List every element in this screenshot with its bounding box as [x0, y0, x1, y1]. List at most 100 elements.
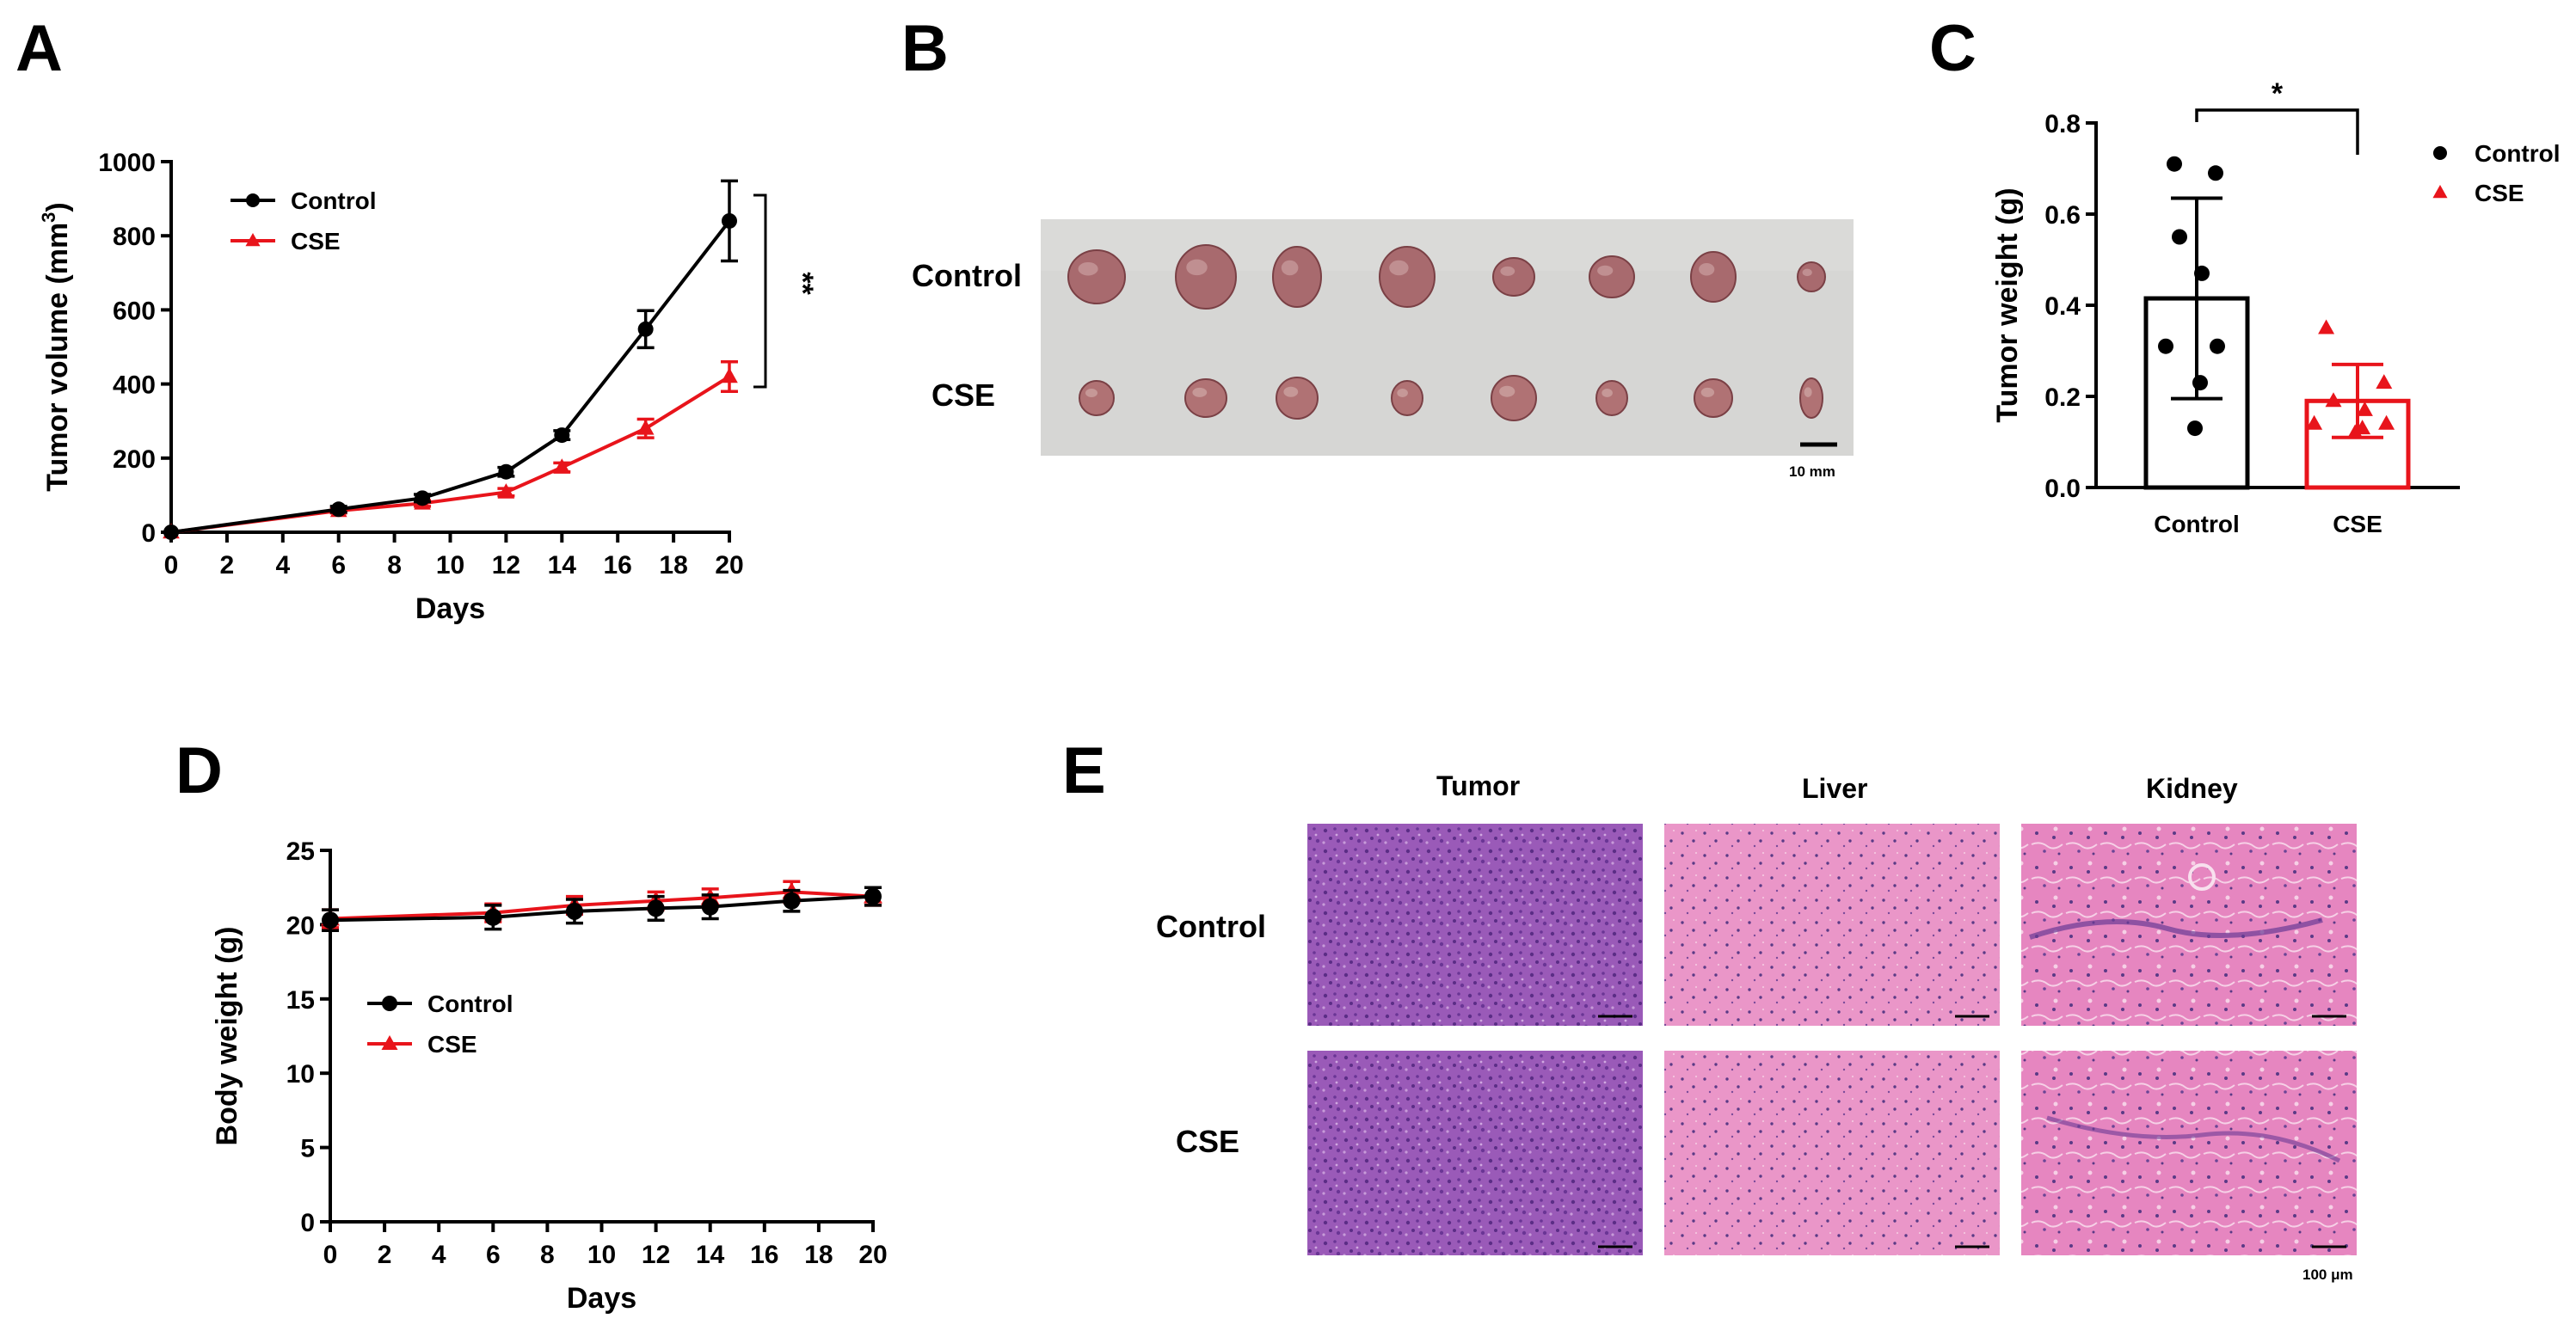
y-axis-title-end: ) [41, 202, 74, 212]
x-tick-label: 2 [378, 1241, 392, 1269]
x-tick-label: 18 [659, 551, 687, 580]
data-point [2194, 265, 2210, 281]
photo-row-label-control: Control [912, 258, 1022, 293]
tumor-specimen [1175, 244, 1237, 310]
x-tick-label: 16 [604, 551, 632, 580]
tumor-specimen-highlight [1192, 387, 1208, 397]
data-point [721, 367, 738, 383]
data-point [2306, 414, 2323, 430]
histology-row-label-control: Control [1156, 909, 1266, 944]
data-point [498, 463, 514, 480]
tumor-specimen [1272, 246, 1322, 308]
legend-marker [246, 193, 260, 207]
tumor-specimen-highlight [1283, 386, 1299, 397]
x-axis-title: Days [567, 1282, 636, 1315]
tumor-specimen [1079, 380, 1115, 416]
data-point [2318, 319, 2335, 334]
x-tick-label: 16 [750, 1241, 778, 1269]
legend-marker [2433, 146, 2447, 160]
x-category-label: CSE [2333, 511, 2382, 537]
data-point [163, 524, 179, 540]
histology-scale-bar-label: 100 μm [2302, 1267, 2353, 1283]
tumor-specimen [1797, 261, 1826, 292]
x-tick-label: 10 [436, 551, 464, 580]
x-tick-label: 12 [492, 551, 520, 580]
x-tick-label: 4 [432, 1241, 446, 1269]
tumor-specimen [1391, 380, 1423, 416]
tumor-specimen-highlight [1597, 265, 1614, 276]
significance-label: ** [786, 272, 819, 295]
tumor-specimen-highlight [1699, 263, 1715, 276]
legend-label: CSE [291, 228, 341, 255]
histology-col-label-liver: Liver [1802, 773, 1867, 804]
x-tick-label: 20 [715, 551, 743, 580]
data-point [484, 908, 502, 926]
tumor-specimen-highlight [1186, 259, 1208, 276]
photo-scale-bar-label: 10 mm [1789, 463, 1835, 480]
data-point [322, 911, 339, 929]
y-tick-label: 0.8 [2044, 110, 2081, 138]
data-point [722, 212, 737, 229]
y-axis-title-main: Tumor volume (mm [41, 223, 74, 492]
legend-marker [382, 996, 397, 1011]
tumor-specimen [1690, 251, 1737, 303]
x-tick-label: 18 [804, 1241, 833, 1269]
histology-liver-control [1664, 824, 2000, 1026]
data-point [637, 321, 654, 337]
tumor-specimen [1694, 378, 1733, 418]
data-point [783, 892, 801, 910]
data-point [554, 427, 570, 444]
x-tick-label: 10 [587, 1241, 616, 1269]
x-tick-label: 14 [548, 551, 577, 580]
panel-letter-c: C [1929, 12, 1977, 85]
data-point [2208, 165, 2223, 181]
y-tick-label: 200 [113, 445, 156, 474]
y-tick-label: 0 [300, 1209, 315, 1237]
data-point [2172, 229, 2187, 245]
tumor-specimen-highlight [1078, 261, 1098, 276]
legend-label: CSE [427, 1031, 477, 1058]
histology-col-label-tumor: Tumor [1436, 770, 1520, 801]
x-tick-label: 4 [275, 551, 290, 580]
y-tick-label: 20 [286, 911, 315, 940]
x-category-label: Control [2154, 511, 2240, 537]
x-axis-title: Days [415, 592, 485, 625]
y-tick-label: 0.6 [2044, 201, 2081, 230]
series-line-control [170, 219, 731, 534]
panel-letter-a: A [15, 12, 63, 85]
tumor-specimen-highlight [1700, 387, 1715, 397]
y-tick-label: 800 [113, 223, 156, 251]
y-tick-label: 0.0 [2044, 475, 2081, 503]
legend-label: Control [291, 187, 377, 214]
tumor-row-control [1067, 244, 1826, 310]
tumor-row-cse [1079, 375, 1823, 421]
x-tick-label: 8 [540, 1241, 555, 1269]
panel-letter-d: D [175, 734, 223, 807]
y-axis-title: Tumor volume (mm3) [38, 202, 74, 492]
tumor-specimen [1589, 255, 1635, 298]
data-point [565, 902, 583, 920]
legend-marker [245, 233, 261, 247]
chart-a-tumor-volume: 0 200 400 600 800 1000 0 2 4 6 8 10 12 14 16 18 20 Days Tu… [38, 149, 819, 625]
significance-label: * [2272, 77, 2284, 110]
tumor-specimen-highlight [1499, 385, 1515, 397]
histology-liver-cse [1664, 1051, 2000, 1255]
data-point [636, 419, 655, 435]
panel-b-tumor-photo: Control CSE 10 mm [912, 219, 1854, 480]
y-tick-label: 600 [113, 297, 156, 325]
panel-letter-e: E [1062, 734, 1106, 807]
data-point [2325, 392, 2342, 408]
y-tick-label: 5 [300, 1135, 315, 1163]
y-tick-label: 0.4 [2044, 292, 2081, 321]
data-point [701, 898, 719, 916]
x-tick-label: 14 [696, 1241, 725, 1269]
legend-marker [2432, 185, 2448, 199]
tumor-specimen [1184, 378, 1227, 418]
panel-letter-b: B [901, 12, 949, 85]
data-point [2378, 414, 2395, 430]
tumor-specimen [1067, 249, 1126, 304]
histology-col-label-kidney: Kidney [2146, 773, 2238, 804]
histology-kidney-cse [2021, 1051, 2357, 1255]
legend-label: Control [2475, 140, 2561, 167]
